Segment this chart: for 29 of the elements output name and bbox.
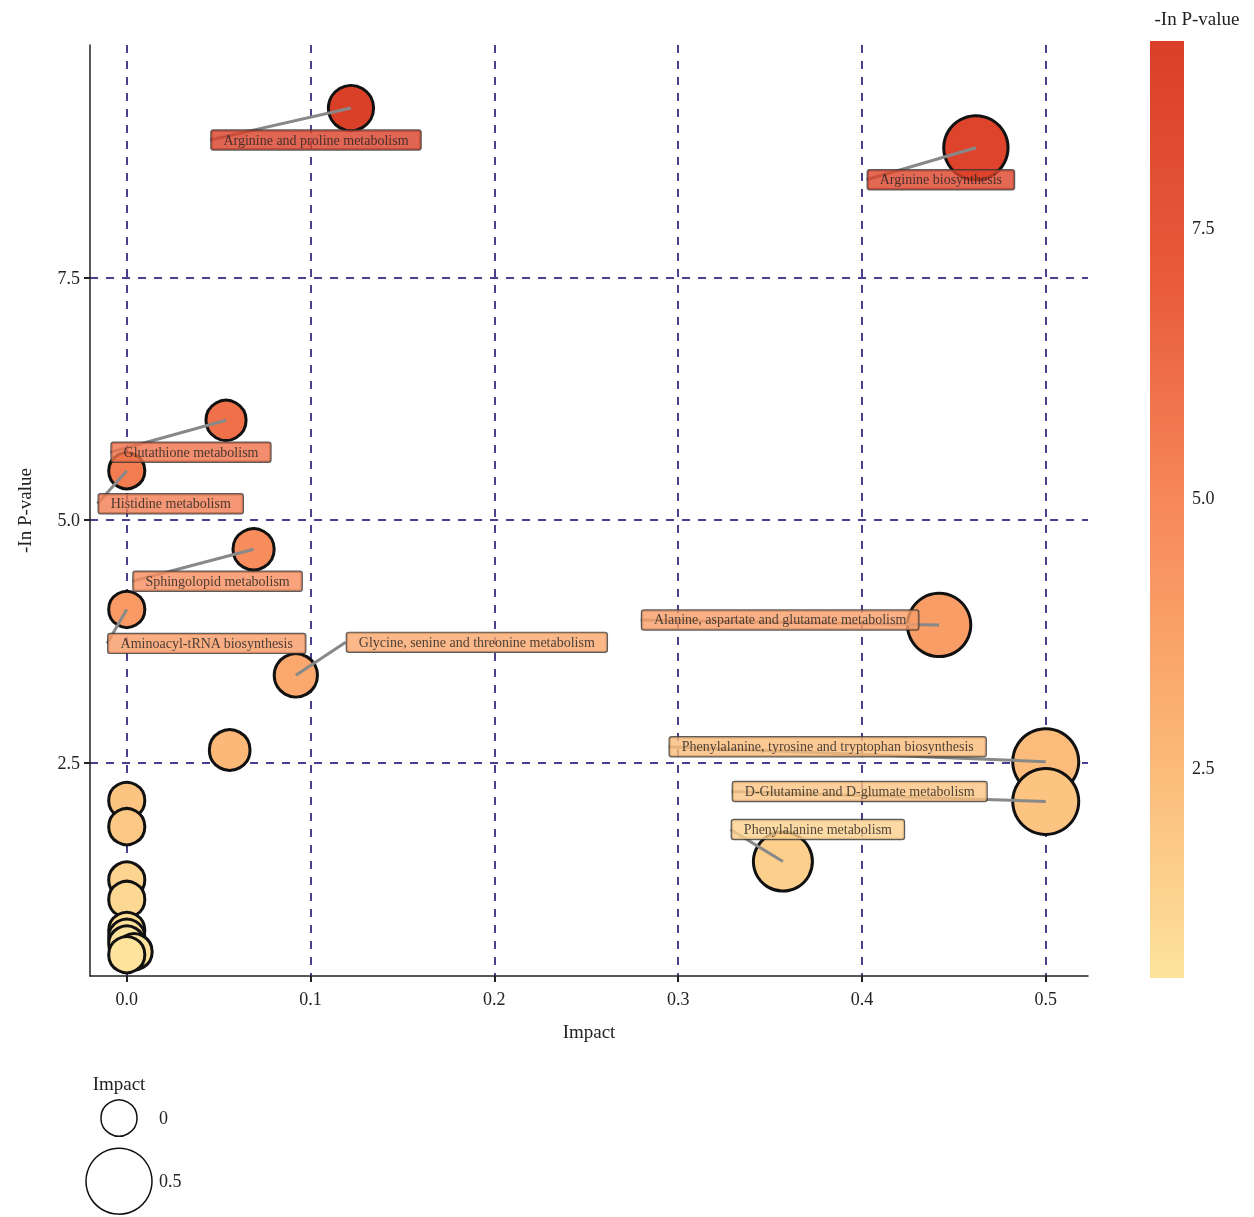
color-bar-label: 2.5 <box>1192 758 1215 779</box>
x-tick-label: 0.4 <box>850 989 874 1009</box>
annotation: Aminoacyl-tRNA biosynthesis <box>120 635 293 651</box>
x-tick-label: 0.2 <box>483 989 506 1009</box>
y-axis-title: -In P-value <box>14 468 35 553</box>
legend-label: 0 <box>159 1108 168 1129</box>
legend-title: Impact <box>92 1072 147 1094</box>
annotation: Glutathione metabolism <box>123 444 259 460</box>
x-tick-label: 0.1 <box>299 989 322 1009</box>
annotation: Sphingolopid metabolism <box>145 573 290 589</box>
annotation: Glycine, senine and threonine metabolism <box>358 634 595 650</box>
legend-label: 0.5 <box>159 1171 182 1192</box>
annotation: Arginine and proline metabolism <box>223 132 409 148</box>
annotation: Alanine, aspartate and glutamate metabolism <box>653 612 907 628</box>
x-tick-label: 0.3 <box>666 989 690 1009</box>
y-tick-label: 5.0 <box>57 510 80 531</box>
annotation: Arginine biosynthesis <box>879 172 1003 188</box>
color-bar-title: -In P-value <box>1154 7 1240 29</box>
y-tick-label: 2.5 <box>57 752 80 773</box>
annotation: D-Glutamine and D-glumate metabolism <box>744 783 975 799</box>
x-axis-title: Impact <box>562 1021 617 1042</box>
color-bar-label: 7.5 <box>1192 217 1215 238</box>
x-tick-label: 0.0 <box>115 989 139 1009</box>
y-tick-label: 7.5 <box>57 267 80 288</box>
x-tick-label: 0.5 <box>1034 989 1057 1009</box>
annotation: Phenylalanine, tyrosine and tryptophan biosynthesis <box>681 739 974 755</box>
annotation: Phenylalanine metabolism <box>743 822 893 838</box>
annotation: Histidine metabolism <box>110 496 231 512</box>
color-bar-label: 5.0 <box>1192 488 1215 509</box>
